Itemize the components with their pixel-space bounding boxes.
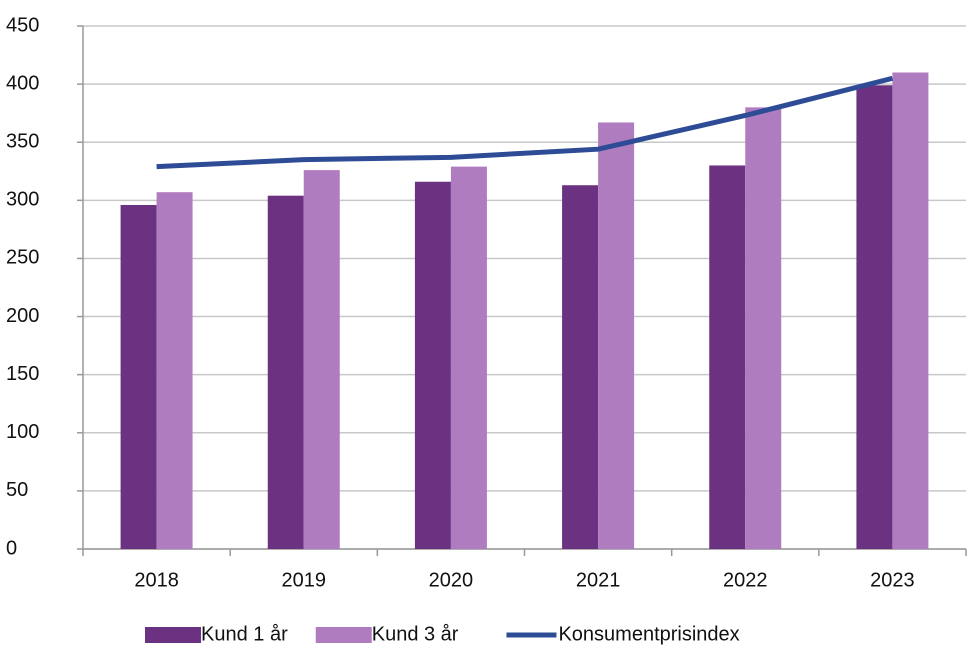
x-tick-label: 2018	[134, 569, 179, 591]
legend-swatch	[145, 627, 201, 643]
line	[156, 75, 894, 170]
y-tick-label: 100	[6, 421, 39, 443]
y-tick-label: 200	[6, 305, 39, 327]
legend-swatch	[315, 627, 372, 643]
bar	[856, 85, 893, 550]
y-tick-label: 150	[6, 363, 39, 385]
bar	[745, 107, 782, 549]
bar	[156, 192, 193, 549]
bar	[892, 72, 929, 549]
legend-label: Konsumentprisindex	[558, 623, 739, 645]
x-tick-label: 2023	[870, 569, 915, 591]
bar	[120, 204, 157, 549]
x-tick-label: 2022	[723, 569, 768, 591]
x-tick-label: 2019	[282, 569, 327, 591]
y-tick-label: 350	[6, 131, 39, 153]
bar	[267, 195, 304, 549]
bar	[450, 166, 487, 549]
x-tick-label: 2020	[429, 569, 474, 591]
y-tick-label: 300	[6, 189, 39, 211]
bar	[303, 170, 340, 550]
legend-label: Kund 1 år	[201, 623, 288, 645]
y-tick-label: 50	[6, 479, 28, 501]
y-tick-label: 400	[6, 72, 39, 94]
y-tick-label: 450	[6, 14, 39, 36]
bar	[709, 165, 746, 549]
bar	[598, 122, 635, 549]
bar	[414, 181, 451, 549]
y-tick-label: 250	[6, 247, 39, 269]
y-tick-label: 0	[6, 537, 17, 559]
legend-label: Kund 3 år	[372, 623, 459, 645]
x-tick-label: 2021	[576, 569, 621, 591]
bar	[562, 185, 599, 550]
